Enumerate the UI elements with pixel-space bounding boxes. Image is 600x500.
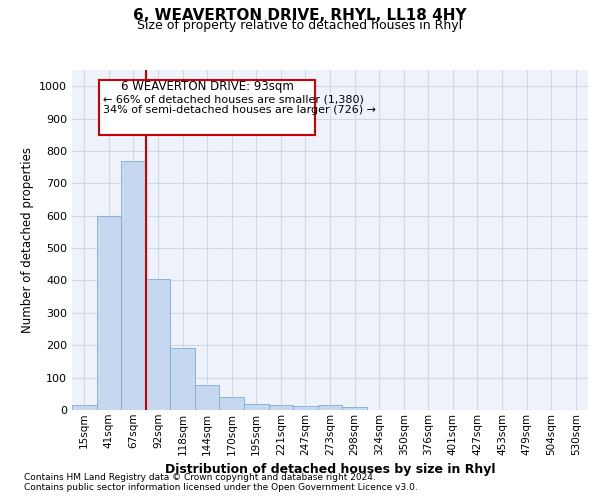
Text: Contains HM Land Registry data © Crown copyright and database right 2024.: Contains HM Land Registry data © Crown c… [24, 474, 376, 482]
Bar [269, 405, 293, 410]
Y-axis label: Number of detached properties: Number of detached properties [20, 147, 34, 333]
Bar [195, 384, 220, 410]
Text: 34% of semi-detached houses are larger (726) →: 34% of semi-detached houses are larger (… [103, 106, 376, 116]
Bar [244, 404, 269, 410]
Text: Size of property relative to detached houses in Rhyl: Size of property relative to detached ho… [137, 19, 463, 32]
Text: 6, WEAVERTON DRIVE, RHYL, LL18 4HY: 6, WEAVERTON DRIVE, RHYL, LL18 4HY [133, 8, 467, 22]
Text: 6 WEAVERTON DRIVE: 93sqm: 6 WEAVERTON DRIVE: 93sqm [121, 80, 293, 92]
Bar [170, 348, 195, 410]
Bar [293, 406, 318, 410]
Text: ← 66% of detached houses are smaller (1,380): ← 66% of detached houses are smaller (1,… [103, 94, 364, 104]
Bar [146, 279, 170, 410]
Bar [97, 216, 121, 410]
Text: Contains public sector information licensed under the Open Government Licence v3: Contains public sector information licen… [24, 484, 418, 492]
Bar [72, 405, 97, 410]
Bar [318, 405, 342, 410]
Bar [342, 408, 367, 410]
Bar [121, 160, 146, 410]
Bar [99, 80, 315, 135]
Bar [220, 397, 244, 410]
X-axis label: Distribution of detached houses by size in Rhyl: Distribution of detached houses by size … [165, 463, 495, 476]
